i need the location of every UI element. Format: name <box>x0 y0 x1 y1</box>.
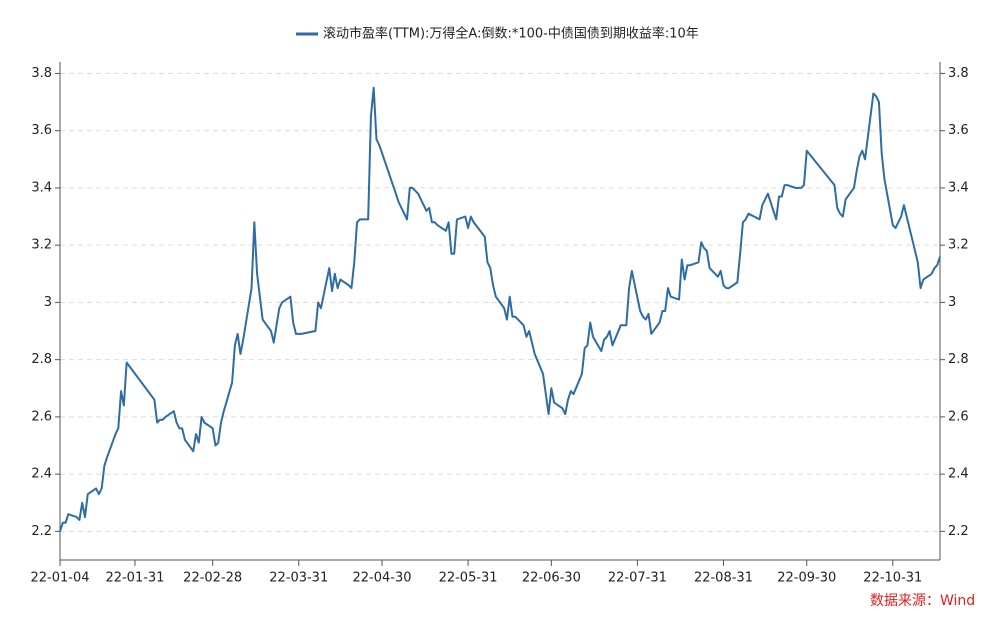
x-tick-label: 22-10-31 <box>863 571 922 586</box>
y2-tick-label: 3.6 <box>948 123 969 138</box>
y-tick-label: 3.2 <box>31 238 52 253</box>
x-tick-label: 22-02-28 <box>183 571 242 586</box>
y2-tick-label: 2.2 <box>948 524 969 539</box>
x-tick-label: 22-06-30 <box>522 571 581 586</box>
y-tick-label: 2.6 <box>31 409 52 424</box>
x-tick-label: 22-08-31 <box>694 571 753 586</box>
y2-tick-label: 3.4 <box>948 180 969 195</box>
y-tick-label: 3 <box>44 295 52 310</box>
y2-tick-label: 3.2 <box>948 238 969 253</box>
y-tick-label: 3.8 <box>31 66 52 81</box>
x-tick-label: 22-01-04 <box>30 571 89 586</box>
y2-tick-label: 2.4 <box>948 467 969 482</box>
legend-label: 滚动市盈率(TTM):万得全A:倒数:*100-中债国债到期收益率:10年 <box>323 26 699 42</box>
y2-tick-label: 3 <box>948 295 956 310</box>
x-tick-label: 22-01-31 <box>105 571 164 586</box>
x-tick-label: 22-09-30 <box>777 571 836 586</box>
y-tick-label: 2.2 <box>31 524 52 539</box>
y-tick-label: 2.8 <box>31 352 52 367</box>
y2-tick-label: 2.6 <box>948 409 969 424</box>
line <box>59 86 941 532</box>
y-tick-label: 3.4 <box>31 180 52 195</box>
y-tick-label: 3.6 <box>31 123 52 138</box>
x-tick-label: 22-05-31 <box>439 571 498 586</box>
x-tick-label: 22-07-31 <box>608 571 667 586</box>
x-tick-label: 22-03-31 <box>269 571 328 586</box>
source-note: 数据来源：Wind <box>870 593 975 609</box>
y-tick-label: 2.4 <box>31 467 52 482</box>
y2-tick-label: 2.8 <box>948 352 969 367</box>
x-tick-label: 22-04-30 <box>353 571 412 586</box>
y2-tick-label: 3.8 <box>948 66 969 81</box>
